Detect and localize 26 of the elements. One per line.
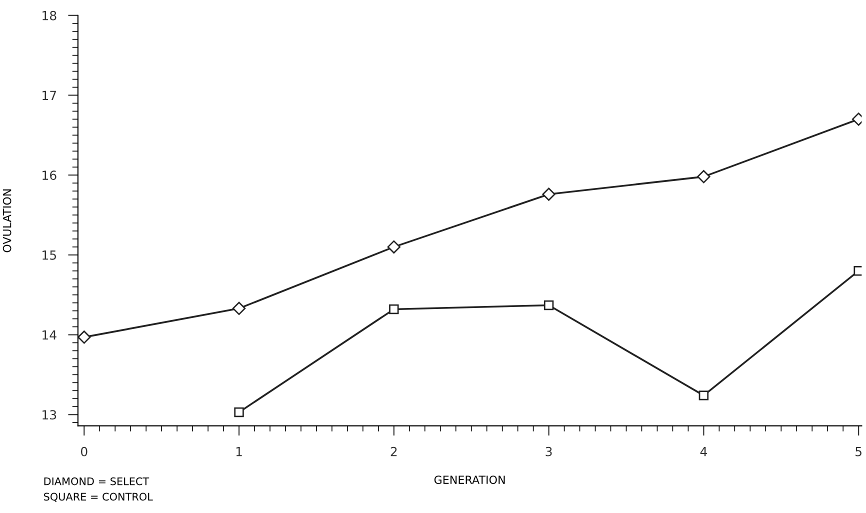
- x-tick-label: 5: [856, 447, 862, 456]
- point: [698, 390, 709, 400]
- point: [389, 304, 399, 314]
- x-tick-label: 3: [546, 446, 552, 456]
- y-tick-label: 16: [42, 170, 56, 180]
- text: SQUARE = CONTROL: [44, 492, 153, 502]
- x-axis-title: GENERATION: [434, 476, 505, 484]
- y-axis-title: OVULATION: [2, 189, 12, 252]
- y-tick-label: 17: [42, 90, 56, 100]
- y-tick-label: 13: [42, 410, 56, 420]
- y-tick-label: 15: [42, 250, 56, 260]
- text: DIAMOND = SELECT: [44, 477, 150, 486]
- point: [542, 188, 556, 201]
- x-tick-label: 1: [236, 447, 242, 456]
- y-tick-label: 18: [42, 10, 56, 20]
- point: [697, 170, 710, 184]
- point: [854, 266, 862, 276]
- x-tick-label: 0: [80, 446, 88, 456]
- x-tick-label: 4: [700, 447, 707, 456]
- x-tick-label: 2: [390, 446, 397, 456]
- point: [232, 302, 246, 316]
- point: [78, 330, 91, 344]
- point: [387, 240, 400, 254]
- y-tick-label: 14: [42, 330, 56, 340]
- point: [544, 300, 554, 310]
- point: [234, 407, 244, 418]
